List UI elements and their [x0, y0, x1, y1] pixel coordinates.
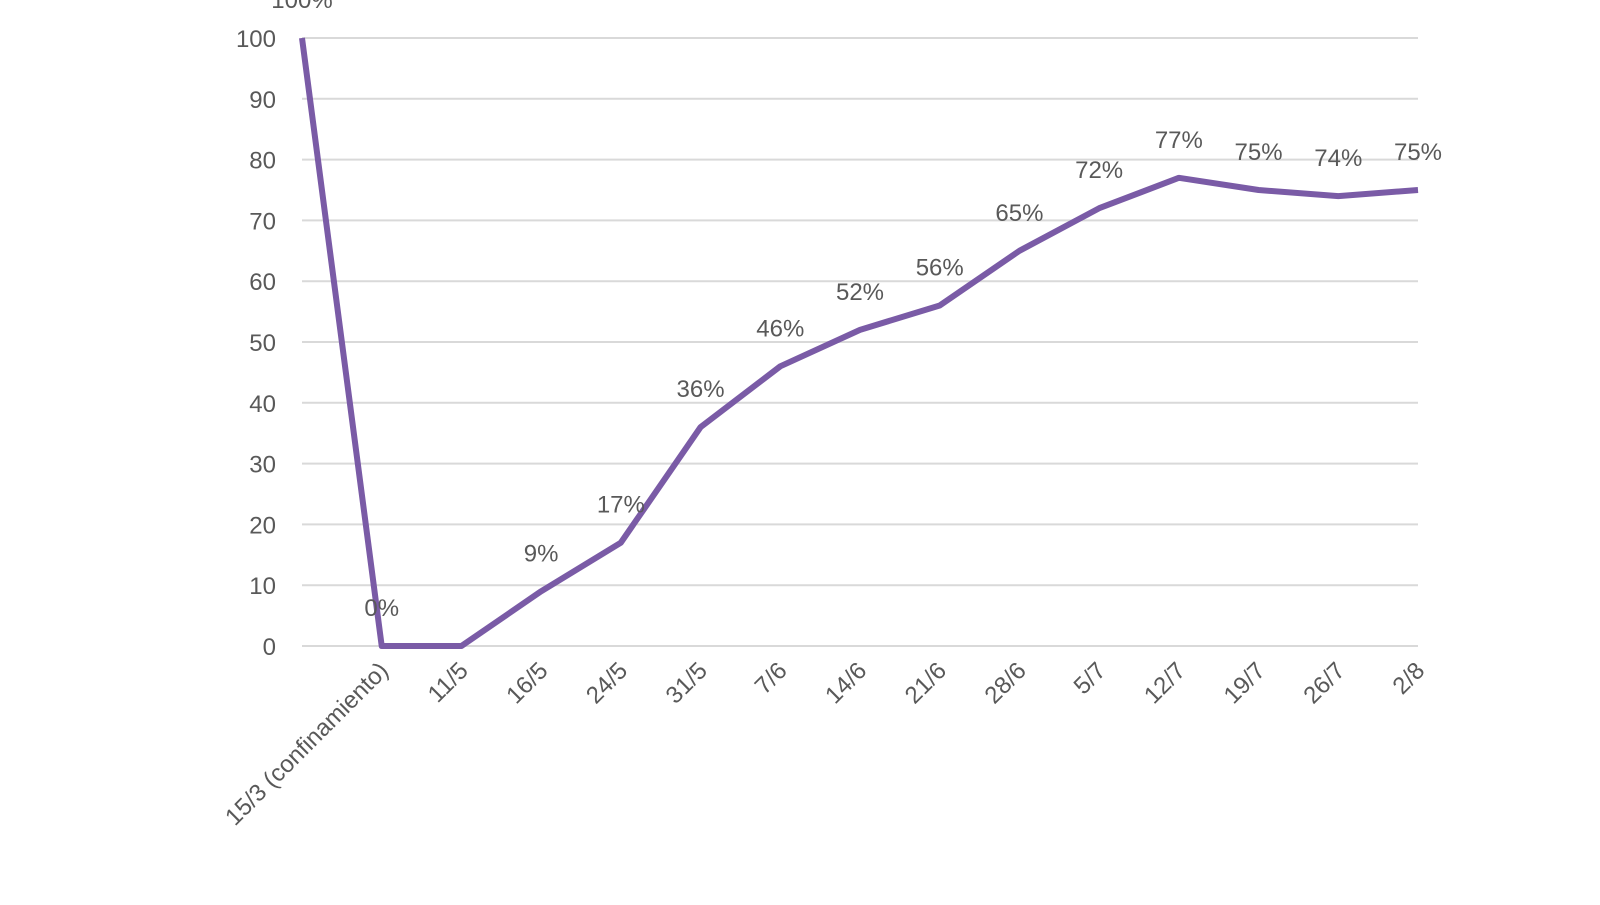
- data-label: 74%: [1314, 145, 1362, 172]
- data-label: 9%: [524, 540, 559, 567]
- data-label: 100%: [271, 0, 332, 14]
- x-tick-label: 19/7: [1219, 657, 1271, 709]
- y-tick-label: 60: [249, 269, 276, 296]
- x-tick-label: 21/6: [900, 657, 952, 709]
- data-label: 75%: [1235, 139, 1283, 166]
- y-tick-label: 20: [249, 512, 276, 539]
- data-label: 75%: [1394, 139, 1442, 166]
- x-tick-label: 7/6: [750, 657, 793, 700]
- x-tick-label: 15/3 (confinamiento): [220, 657, 394, 831]
- x-tick-label: 26/7: [1298, 657, 1350, 709]
- data-label: 77%: [1155, 127, 1203, 154]
- y-tick-label: 100: [236, 26, 276, 53]
- data-label: 52%: [836, 279, 884, 306]
- y-axis-ticks: 0 10 20 30 40 50 60 70 80 90 100: [236, 26, 276, 661]
- gridlines: [302, 37, 1418, 647]
- data-labels: 100% 0% 9% 17% 36% 46% 52% 56% 65% 72% 77% 75% 74% 75…: [271, 0, 1442, 622]
- x-tick-label: 14/6: [820, 657, 872, 709]
- data-label: 0%: [364, 595, 399, 622]
- y-tick-label: 80: [249, 148, 276, 175]
- y-tick-label: 0: [263, 634, 276, 661]
- y-tick-label: 70: [249, 208, 276, 235]
- data-label: 56%: [916, 255, 964, 282]
- x-tick-label: 31/5: [661, 657, 713, 709]
- data-label: 17%: [597, 492, 645, 519]
- y-tick-label: 50: [249, 330, 276, 357]
- series-line: [299, 37, 1419, 649]
- x-tick-label: 24/5: [581, 657, 633, 709]
- x-tick-label: 5/7: [1069, 657, 1112, 700]
- y-tick-label: 90: [249, 87, 276, 114]
- x-tick-label: 16/5: [501, 657, 553, 709]
- data-label: 46%: [756, 315, 804, 342]
- data-label: 72%: [1075, 157, 1123, 184]
- x-tick-label: 11/5: [423, 657, 474, 708]
- x-tick-label: 12/7: [1139, 657, 1191, 709]
- data-label: 36%: [677, 376, 725, 403]
- x-axis-ticks: 15/3 (confinamiento) 11/5 16/5 24/5 31/5 7/6 1…: [220, 657, 1430, 831]
- x-tick-label: 28/6: [980, 657, 1032, 709]
- y-tick-label: 10: [249, 573, 276, 600]
- y-tick-label: 40: [249, 391, 276, 418]
- data-label: 65%: [995, 200, 1043, 227]
- x-tick-label: 2/8: [1388, 657, 1431, 700]
- y-tick-label: 30: [249, 452, 276, 479]
